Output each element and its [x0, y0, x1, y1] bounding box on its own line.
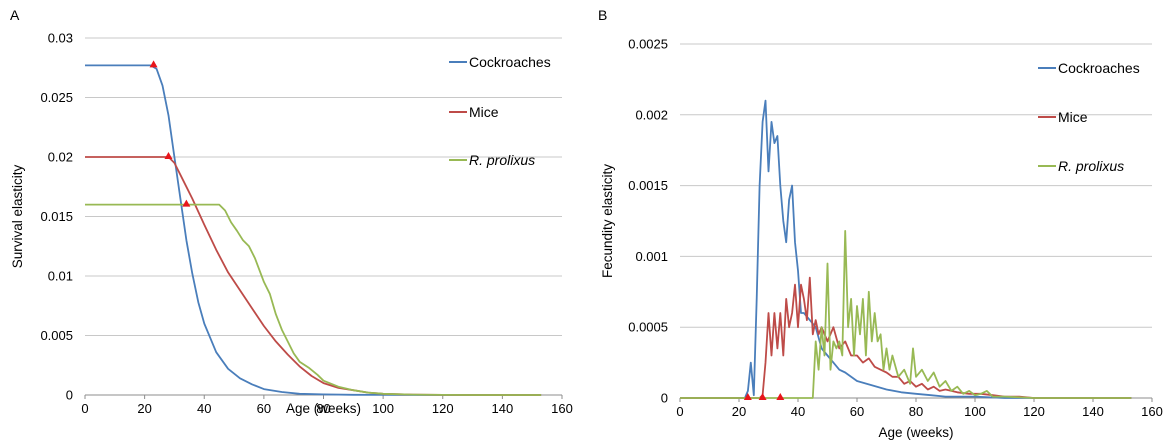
y-tick-label: 0.0025: [628, 37, 668, 52]
x-tick-label: 60: [257, 401, 271, 416]
x-axis-title: Age (weeks): [878, 425, 953, 440]
y-axis-title: Fecundity elasticity: [600, 164, 615, 278]
panel-b-chart: 0 0.0005 0.001 0.0015 0.002 0.0025 0 20 40 60 80 10…: [600, 37, 1163, 441]
x-tick-label: 160: [551, 401, 573, 416]
marker-triangle: [776, 393, 785, 400]
series-line: [85, 203, 542, 396]
y-tick-label: 0.01: [48, 269, 73, 284]
y-tick-label: 0.002: [635, 107, 668, 122]
y-tick-label: 0.015: [40, 209, 73, 224]
y-tick-label: 0: [66, 388, 73, 403]
marker-triangle: [758, 393, 767, 400]
x-tick-label: 100: [372, 401, 394, 416]
y-tick-label: 0.0005: [628, 320, 668, 335]
panel-a-letter: A: [10, 7, 20, 23]
x-tick-label: 0: [81, 401, 88, 416]
legend-label: Mice: [1058, 109, 1088, 125]
x-tick-label: 80: [316, 401, 330, 416]
x-tick-label: 40: [197, 401, 211, 416]
series-line: [680, 99, 1132, 399]
y-tick-label: 0.02: [48, 150, 73, 165]
series-line: [680, 229, 1132, 399]
y-tick-label: 0.025: [40, 90, 73, 105]
y-axis-title: Survival elasticity: [10, 164, 25, 268]
x-tick-label: 120: [1023, 404, 1045, 419]
y-tick-label: 0.005: [40, 328, 73, 343]
x-tick-label: 160: [1141, 404, 1163, 419]
series-line: [680, 276, 1132, 399]
x-tick-label: 60: [850, 404, 864, 419]
panel-a-chart: 0 0.005 0.01 0.015 0.02 0.025 0.03 0 20 40 60 80 100…: [10, 31, 573, 417]
legend-label: Mice: [469, 104, 499, 120]
marker-triangle: [182, 199, 191, 207]
marker-triangle: [164, 152, 173, 159]
x-tick-label: 120: [432, 401, 454, 416]
y-tick-label: 0.03: [48, 31, 73, 46]
x-tick-label: 80: [909, 404, 923, 419]
marker-triangle: [743, 393, 752, 400]
panel-b-letter: B: [598, 7, 607, 23]
x-tick-label: 20: [137, 401, 151, 416]
x-tick-label: 140: [1082, 404, 1104, 419]
x-tick-label: 0: [676, 404, 683, 419]
marker-triangle: [149, 60, 158, 68]
y-tick-label: 0.0015: [628, 178, 668, 193]
x-axis-title: Age (weeks): [286, 401, 361, 416]
y-tick-label: 0: [661, 391, 668, 406]
legend-label: R. prolixus: [1058, 158, 1124, 174]
legend-label: R. prolixus: [469, 152, 535, 168]
x-tick-label: 100: [964, 404, 986, 419]
legend-label: Cockroaches: [1058, 60, 1140, 76]
x-tick-label: 20: [732, 404, 746, 419]
y-tick-label: 0.001: [635, 249, 668, 264]
legend-label: Cockroaches: [469, 54, 551, 70]
x-tick-label: 140: [492, 401, 514, 416]
x-tick-label: 40: [791, 404, 805, 419]
